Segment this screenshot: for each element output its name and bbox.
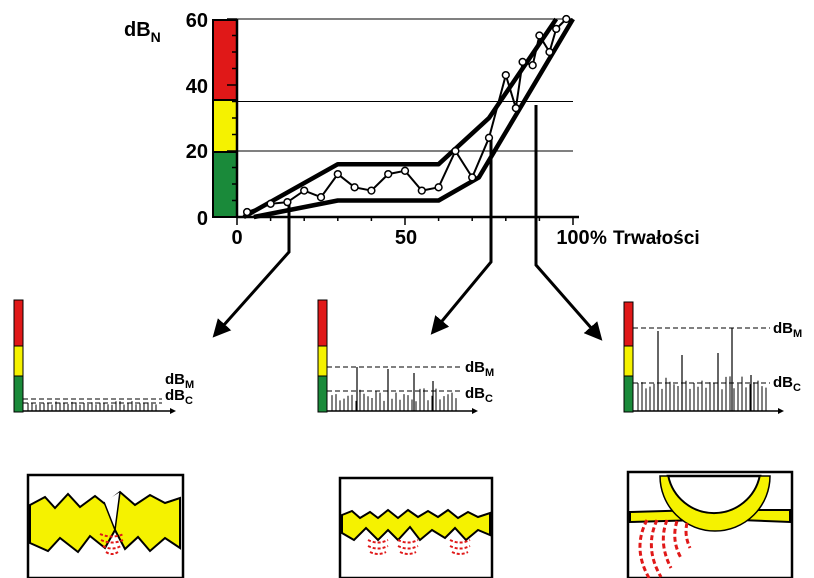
- spectrum-chart-mid: dBM dBC: [317, 299, 494, 414]
- crack-wedge: [103, 491, 121, 531]
- data-point: [300, 186, 309, 195]
- surface-late-wear: [626, 470, 794, 578]
- data-point: [242, 207, 252, 217]
- x-tick-0: 0: [231, 227, 242, 249]
- spectrum-baseline-arrow: [778, 408, 784, 414]
- dbc-label-sub: C: [793, 382, 801, 394]
- spectrum-zone-red: [317, 299, 328, 347]
- data-point: [528, 61, 537, 70]
- surface-material-band: [29, 490, 181, 554]
- x-tick-50: 50: [395, 227, 417, 249]
- ultrasound-waves-icon: [367, 539, 471, 555]
- x-axis-label: Trwałości: [613, 228, 700, 249]
- rolling-element-ball-icon-yellow-rim: [659, 475, 771, 532]
- callout-arrow-late: [534, 105, 603, 341]
- y-axis-label-sub: N: [151, 29, 161, 45]
- data-point: [552, 24, 561, 34]
- spectrum-baseline-arrow: [170, 408, 176, 414]
- data-point: [350, 183, 359, 192]
- dbc-label-sub: C: [185, 395, 193, 407]
- y-axis-label-main: dB: [124, 19, 151, 41]
- data-point: [562, 14, 571, 24]
- dbm-label-main: dB: [465, 359, 485, 376]
- callout-arrow-early: [212, 205, 291, 338]
- zone-red: [212, 19, 238, 101]
- spectrum-zone-yellow: [317, 345, 328, 377]
- dbm-label: dBM: [773, 320, 802, 340]
- spectrum-zone-red: [13, 299, 24, 347]
- dbc-label-main: dB: [773, 374, 793, 391]
- dbc-label: dBC: [465, 385, 493, 405]
- x-tick-100: 100: [556, 227, 589, 249]
- surface-early-wear: [26, 473, 185, 578]
- data-point: [468, 173, 477, 182]
- y-tick-40: 40: [186, 76, 208, 98]
- dbc-label: dBC: [773, 374, 801, 394]
- dbc-label-main: dB: [465, 385, 485, 402]
- dbm-label-main: dB: [165, 371, 185, 388]
- dbm-label-main: dB: [773, 320, 793, 337]
- data-point: [501, 70, 510, 80]
- callout-arrow-mid: [430, 140, 493, 335]
- ultrasound-waves-icon: [99, 533, 125, 555]
- data-point: [384, 169, 393, 179]
- spectrum-baseline-arrow: [472, 408, 478, 414]
- x-unit: %: [590, 228, 607, 249]
- data-point: [484, 133, 494, 142]
- spectrum-zone-yellow: [623, 345, 634, 377]
- data-point: [545, 47, 554, 57]
- lower-envelope: [253, 17, 575, 220]
- spectrum-lines: [637, 328, 767, 411]
- spectrum-zone-green: [13, 375, 24, 413]
- ultrasound-waves-icon: [638, 519, 692, 578]
- series-line: [246, 18, 567, 213]
- main-chart: dBN 0 20 40 60 0 50 100 % Trwałości: [124, 10, 700, 249]
- spectrum-lines: [331, 367, 457, 411]
- data-point: [400, 166, 410, 175]
- y-tick-60: 60: [186, 10, 208, 32]
- dbm-label: dBM: [165, 371, 194, 391]
- data-point: [434, 183, 443, 192]
- data-point: [283, 198, 292, 207]
- surface-material-band: [341, 508, 491, 542]
- dbm-label-sub: M: [793, 328, 802, 340]
- data-point: [511, 103, 521, 113]
- spectrum-zone-green: [623, 375, 634, 413]
- y-tick-0: 0: [197, 208, 208, 230]
- spectrum-lines: [27, 401, 157, 411]
- spectrum-chart-early: dBM dBC: [13, 299, 194, 414]
- spectrum-zone-yellow: [13, 345, 24, 377]
- main-axes: [227, 18, 579, 225]
- y-axis-label: dBN: [124, 19, 161, 45]
- gridlines: [237, 18, 573, 152]
- dbc-label-sub: C: [485, 393, 493, 405]
- dbc-label-main: dB: [165, 387, 185, 404]
- surface-mid-wear: [338, 476, 494, 578]
- callout-arrows: [212, 105, 603, 341]
- y-tick-20: 20: [186, 141, 208, 163]
- zone-yellow: [212, 99, 238, 153]
- data-point: [316, 193, 326, 202]
- spectrum-chart-late: dBM dBC: [623, 301, 802, 414]
- data-point: [333, 169, 342, 179]
- spectrum-zone-green: [317, 375, 328, 413]
- dbm-label-sub: M: [485, 367, 494, 379]
- data-point: [451, 146, 460, 156]
- measured-series: [242, 14, 571, 217]
- trend-envelopes: [242, 17, 575, 220]
- severity-zone-bar: [212, 19, 238, 218]
- upper-envelope: [242, 17, 559, 219]
- data-point: [367, 186, 376, 195]
- dbm-label: dBM: [465, 359, 494, 379]
- data-point: [518, 57, 527, 67]
- data-point: [266, 199, 275, 208]
- spectrum-zone-red: [623, 301, 634, 347]
- dbc-label: dBC: [165, 387, 193, 407]
- data-point: [417, 186, 426, 195]
- data-point: [535, 31, 544, 40]
- dbm-label-sub: M: [185, 379, 194, 391]
